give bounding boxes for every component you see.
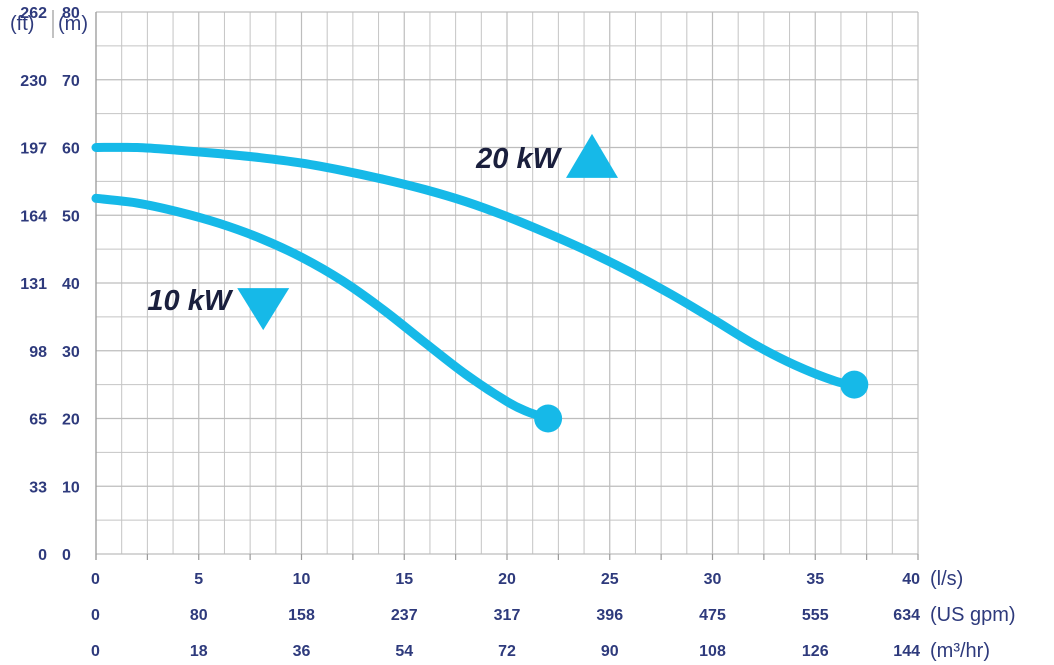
x-tick-label: 20	[498, 571, 516, 588]
y-tick-label-m: 0	[62, 547, 71, 564]
series-label: 10 kW	[147, 285, 233, 317]
y-tick-label-ft: 164	[20, 208, 47, 225]
y-tick-label-m: 80	[62, 5, 80, 22]
x-tick-label: 40	[902, 571, 920, 588]
x-tick-label: 36	[293, 643, 311, 660]
x-tick-label: 0	[91, 607, 100, 624]
x-tick-label: 72	[498, 643, 516, 660]
series-end-point	[840, 370, 869, 399]
x-tick-label: 5	[194, 571, 203, 588]
y-tick-label-ft: 262	[20, 5, 47, 22]
series-line	[91, 193, 553, 423]
x-tick-label: 18	[190, 643, 208, 660]
x-tick-label: 0	[91, 643, 100, 660]
y-tick-label-m: 40	[62, 276, 80, 293]
x-tick-label: 30	[704, 571, 722, 588]
x-tick-label: 54	[395, 643, 413, 660]
y-unit-ft: (ft)	[10, 13, 34, 35]
x-tick-label: 126	[802, 643, 829, 660]
y-tick-label-m: 10	[62, 479, 80, 496]
x-tick-label: 634	[893, 607, 920, 624]
y-tick-label-ft: 230	[20, 73, 47, 90]
y-tick-label-ft: 0	[38, 547, 47, 564]
y-tick-label-m: 20	[62, 412, 80, 429]
y-tick-label-ft: 98	[29, 344, 47, 361]
x-tick-label: 475	[699, 607, 726, 624]
curves	[91, 133, 869, 433]
x-tick-label: 90	[601, 643, 619, 660]
y-unit-m: (m)	[58, 13, 88, 35]
x-tick-label: 144	[893, 643, 920, 660]
x-tick-label: 0	[91, 571, 100, 588]
x-tick-label: 25	[601, 571, 619, 588]
x-tick-label: 555	[802, 607, 829, 624]
x-tick-label: 317	[494, 607, 521, 624]
y-tick-label-ft: 197	[20, 141, 47, 158]
y-tick-label-ft: 131	[20, 276, 47, 293]
series-label: 20 kW	[475, 143, 562, 175]
series-end-point	[534, 404, 563, 433]
x-unit-label: (m³/hr)	[930, 640, 990, 662]
y-tick-label-m: 70	[62, 73, 80, 90]
y-tick-label-m: 30	[62, 344, 80, 361]
x-tick-label: 35	[806, 571, 824, 588]
x-tick-label: 15	[395, 571, 413, 588]
y-tick-label-ft: 65	[29, 412, 47, 429]
triangle-down-icon	[237, 288, 290, 331]
x-tick-label: 80	[190, 607, 208, 624]
x-tick-label: 158	[288, 607, 315, 624]
x-tick-label: 237	[391, 607, 418, 624]
axis-labels: 001033206530984013150164601977023080262(…	[10, 5, 1016, 662]
x-tick-label: 10	[293, 571, 311, 588]
y-tick-label-m: 60	[62, 141, 80, 158]
y-tick-label-m: 50	[62, 208, 80, 225]
x-tick-label: 108	[699, 643, 726, 660]
series-line	[91, 142, 859, 390]
x-unit-label: (l/s)	[930, 568, 963, 590]
y-tick-label-ft: 33	[29, 479, 47, 496]
grid	[52, 10, 919, 560]
x-unit-label: (US gpm)	[930, 604, 1016, 626]
triangle-up-icon	[566, 133, 619, 178]
x-tick-label: 396	[596, 607, 623, 624]
